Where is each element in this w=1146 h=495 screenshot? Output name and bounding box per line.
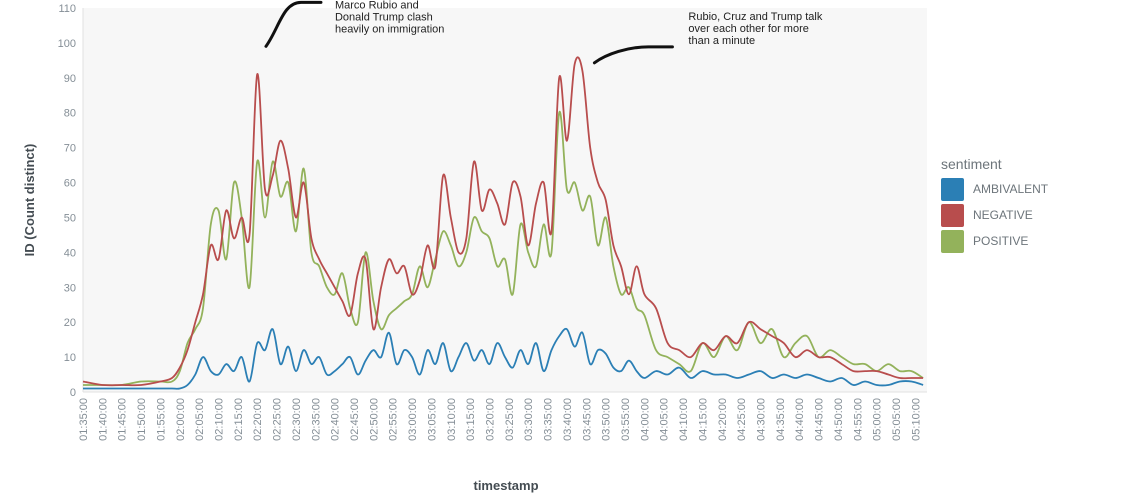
legend-label-positive: POSITIVE <box>973 234 1029 248</box>
annotation-arrow-1 <box>264 0 323 48</box>
y-tick-label: 40 <box>64 247 76 259</box>
legend-swatch-negative <box>941 203 964 227</box>
series-line-ambivalent[interactable] <box>83 327 924 390</box>
x-tick-label: 03:25:00 <box>504 398 516 441</box>
annotation-text-1: heavily on immigration <box>335 23 444 35</box>
x-tick-label: 03:10:00 <box>446 398 458 441</box>
x-tick-label: 02:00:00 <box>175 398 187 441</box>
annotation-text-2: than a minute <box>688 35 755 47</box>
x-tick-label: 03:05:00 <box>426 398 438 441</box>
y-tick-label: 100 <box>58 38 76 50</box>
x-tick-label: 04:30:00 <box>756 398 768 441</box>
x-tick-label: 04:55:00 <box>852 398 864 441</box>
legend-title: sentiment <box>941 156 1002 172</box>
y-tick-label: 80 <box>64 108 76 120</box>
x-tick-label: 03:50:00 <box>601 398 613 441</box>
legend-swatch-positive <box>941 229 964 253</box>
x-tick-label: 04:05:00 <box>659 398 671 441</box>
y-tick-label: 90 <box>64 73 76 85</box>
x-tick-label: 05:00:00 <box>872 398 884 441</box>
legend-item-ambivalent[interactable]: AMBIVALENT <box>941 176 1048 202</box>
x-tick-label: 02:35:00 <box>310 398 322 441</box>
x-tick-label: 03:20:00 <box>485 398 497 441</box>
y-tick-label: 30 <box>64 282 76 294</box>
x-tick-label: 02:50:00 <box>368 398 380 441</box>
x-tick-label: 05:10:00 <box>910 398 922 441</box>
x-tick-label: 02:40:00 <box>330 398 342 441</box>
legend-swatch-ambivalent <box>941 177 964 201</box>
annotation-text-1: Marco Rubio and <box>335 0 419 11</box>
x-tick-label: 02:05:00 <box>194 398 206 441</box>
x-tick-label: 04:20:00 <box>717 398 729 441</box>
legend-item-negative[interactable]: NEGATIVE <box>941 202 1048 228</box>
series-line-negative[interactable] <box>82 56 924 387</box>
plot-background <box>83 8 927 392</box>
legend: sentiment AMBIVALENT NEGATIVE POSITIVE <box>941 156 1048 254</box>
y-axis-title: ID (Count distinct) <box>22 144 37 257</box>
annotation-text-1: Donald Trump clash <box>335 11 433 23</box>
x-tick-label: 04:50:00 <box>833 398 845 441</box>
y-tick-label: 60 <box>64 178 76 190</box>
y-tick-label: 20 <box>64 317 76 329</box>
x-tick-label: 04:40:00 <box>794 398 806 441</box>
x-axis-title: timestamp <box>473 478 538 493</box>
x-tick-label: 01:55:00 <box>155 398 167 441</box>
x-tick-label: 04:15:00 <box>697 398 709 441</box>
x-tick-label: 04:10:00 <box>678 398 690 441</box>
x-tick-label: 01:40:00 <box>97 398 109 441</box>
annotation-arrow-2 <box>592 45 674 65</box>
x-tick-label: 04:00:00 <box>639 398 651 441</box>
annotation-text-2: Rubio, Cruz and Trump talk <box>688 11 822 23</box>
x-tick-label: 04:45:00 <box>814 398 826 441</box>
x-tick-label: 01:35:00 <box>78 398 90 441</box>
series-layer <box>82 56 924 390</box>
legend-item-positive[interactable]: POSITIVE <box>941 228 1048 254</box>
x-tick-label: 02:30:00 <box>291 398 303 441</box>
x-tick-label: 03:45:00 <box>581 398 593 441</box>
x-axis: 01:35:00 01:40:00 01:45:00 01:50:00 01:55:00… <box>78 391 927 441</box>
x-tick-label: 05:05:00 <box>891 398 903 441</box>
legend-label-ambivalent: AMBIVALENT <box>973 182 1049 196</box>
annotation-text-2: over each other for more <box>688 23 808 35</box>
y-tick-label: 50 <box>64 212 76 224</box>
x-tick-label: 03:35:00 <box>543 398 555 441</box>
x-tick-label: 03:00:00 <box>407 398 419 441</box>
y-tick-label: 70 <box>64 143 76 155</box>
y-axis: 0 10 20 30 40 50 60 70 80 90 100 110 <box>58 3 927 399</box>
x-tick-label: 04:35:00 <box>775 398 787 441</box>
y-tick-label: 0 <box>70 387 76 399</box>
x-tick-label: 02:25:00 <box>272 398 284 441</box>
x-tick-label: 02:45:00 <box>349 398 361 441</box>
x-tick-label: 02:15:00 <box>233 398 245 441</box>
x-tick-label: 03:30:00 <box>523 398 535 441</box>
x-tick-label: 03:15:00 <box>465 398 477 441</box>
x-tick-label: 01:45:00 <box>117 398 129 441</box>
x-tick-label: 04:25:00 <box>736 398 748 441</box>
x-tick-label: 02:55:00 <box>388 398 400 441</box>
x-tick-label: 02:20:00 <box>252 398 264 441</box>
x-tick-label: 03:55:00 <box>620 398 632 441</box>
x-tick-label: 01:50:00 <box>136 398 148 441</box>
y-tick-label: 110 <box>58 3 76 15</box>
y-tick-label: 10 <box>64 352 76 364</box>
legend-label-negative: NEGATIVE <box>973 208 1033 222</box>
x-tick-label: 02:10:00 <box>214 398 226 441</box>
x-tick-label: 03:40:00 <box>562 398 574 441</box>
